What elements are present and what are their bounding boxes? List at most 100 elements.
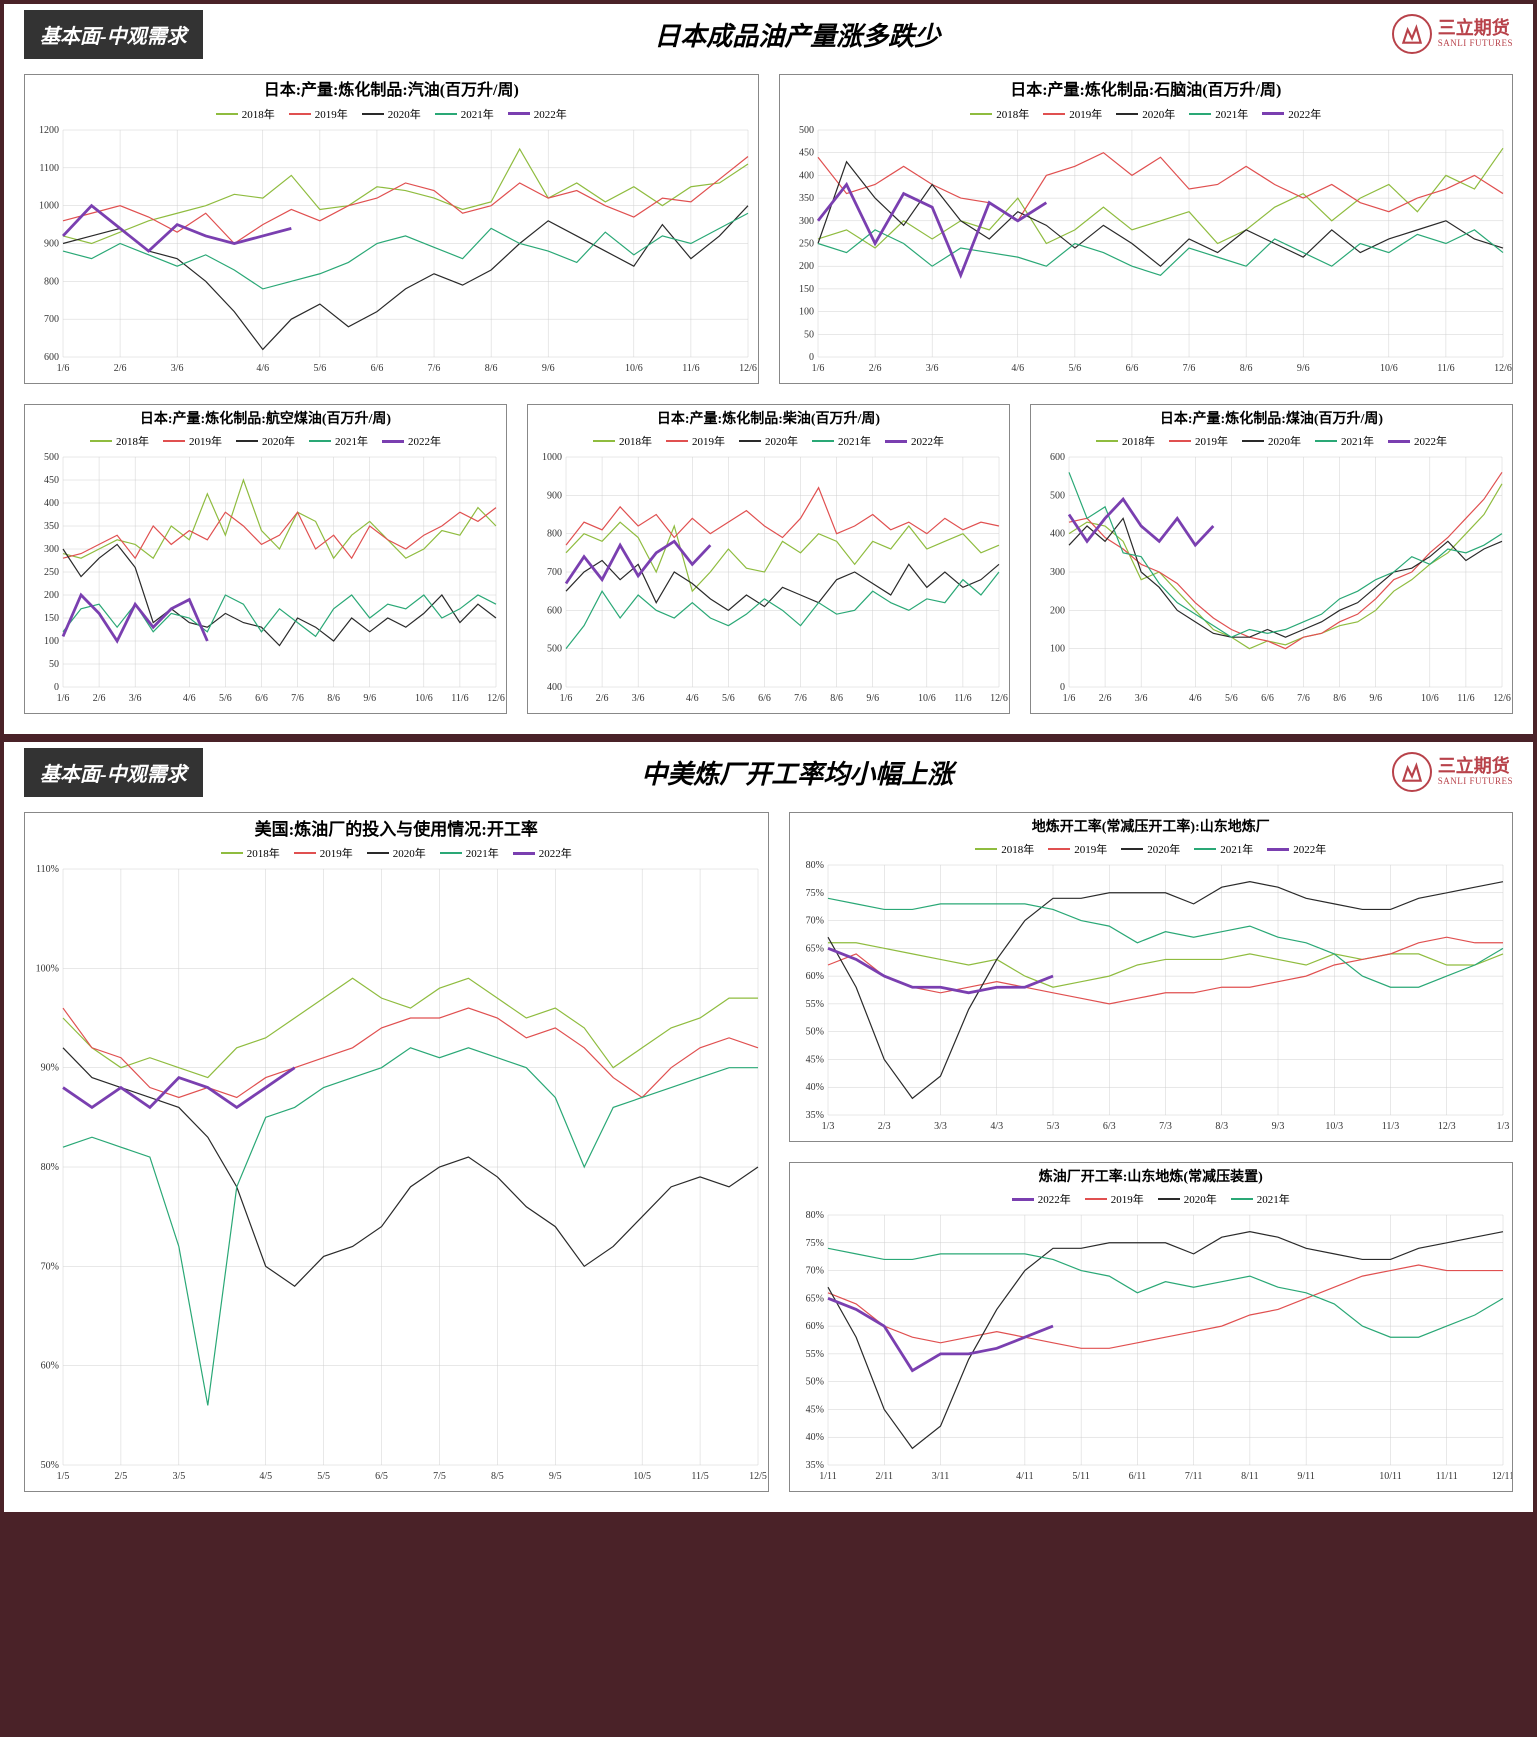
- plot-area: 40050060070080090010001/62/63/64/65/66/6…: [528, 451, 1009, 709]
- svg-text:3/6: 3/6: [171, 363, 184, 374]
- legend-item: 2021年: [309, 433, 368, 449]
- svg-text:10/6: 10/6: [1379, 363, 1397, 374]
- panel2-header: 基本面-中观需求 中美炼厂开工率均小幅上涨 三立期货 SANLI FUTURES: [4, 742, 1533, 802]
- series-2019: [818, 152, 1503, 220]
- legend-item: 2020年: [1242, 433, 1301, 449]
- svg-text:6/11: 6/11: [1128, 1471, 1145, 1482]
- plot-area: 50%60%70%80%90%100%110%1/52/53/54/55/56/…: [25, 863, 768, 1487]
- svg-text:12/11: 12/11: [1491, 1471, 1512, 1482]
- legend-item: 2018年: [975, 841, 1034, 857]
- svg-text:300: 300: [44, 544, 59, 555]
- plot-area: 35%40%45%50%55%60%65%70%75%80%1/112/113/…: [790, 1209, 1513, 1487]
- chart-legend: 2018年2019年2020年2021年2022年: [25, 843, 768, 863]
- svg-text:65%: 65%: [805, 944, 823, 955]
- svg-text:10/6: 10/6: [918, 693, 936, 704]
- svg-text:2/6: 2/6: [868, 363, 881, 374]
- svg-text:65%: 65%: [805, 1294, 823, 1305]
- svg-text:1000: 1000: [542, 452, 562, 463]
- chart-legend: 2018年2019年2020年2021年2022年: [1031, 431, 1512, 451]
- svg-text:500: 500: [44, 452, 59, 463]
- panel-refinery: 基本面-中观需求 中美炼厂开工率均小幅上涨 三立期货 SANLI FUTURES…: [0, 738, 1537, 1516]
- logo-en: SANLI FUTURES: [1438, 39, 1513, 49]
- svg-text:50%: 50%: [805, 1027, 823, 1038]
- svg-text:6/6: 6/6: [371, 363, 384, 374]
- svg-text:12/6: 12/6: [487, 693, 505, 704]
- chart-title: 日本:产量:炼化制品:煤油(百万升/周): [1031, 405, 1512, 431]
- svg-text:700: 700: [44, 314, 59, 325]
- series-2021: [818, 230, 1503, 275]
- chart-title: 日本:产量:炼化制品:柴油(百万升/周): [528, 405, 1009, 431]
- svg-text:2/6: 2/6: [114, 363, 127, 374]
- svg-text:500: 500: [799, 125, 814, 136]
- legend-item: 2018年: [90, 433, 149, 449]
- svg-text:2/11: 2/11: [875, 1471, 892, 1482]
- svg-text:500: 500: [1050, 491, 1065, 502]
- svg-text:1/3: 1/3: [1496, 1121, 1509, 1132]
- svg-text:350: 350: [799, 193, 814, 204]
- svg-text:6/6: 6/6: [1125, 363, 1138, 374]
- svg-text:6/6: 6/6: [255, 693, 268, 704]
- chart-legend: 2018年2019年2020年2021年2022年: [790, 839, 1513, 859]
- svg-text:12/3: 12/3: [1437, 1121, 1455, 1132]
- svg-text:10/6: 10/6: [625, 363, 643, 374]
- legend-item: 2021年: [1194, 841, 1253, 857]
- logo-cn: 三立期货: [1438, 19, 1513, 39]
- svg-text:4/6: 4/6: [1011, 363, 1024, 374]
- svg-text:5/6: 5/6: [1068, 363, 1081, 374]
- svg-text:10/6: 10/6: [1421, 693, 1439, 704]
- legend-item: 2018年: [593, 433, 652, 449]
- svg-text:100%: 100%: [36, 963, 59, 974]
- series-2021: [828, 1249, 1503, 1338]
- svg-text:7/11: 7/11: [1184, 1471, 1201, 1482]
- legend-item: 2019年: [666, 433, 725, 449]
- svg-text:5/6: 5/6: [1225, 693, 1238, 704]
- svg-text:100: 100: [44, 636, 59, 647]
- svg-text:8/6: 8/6: [485, 363, 498, 374]
- series-2021: [1069, 473, 1502, 638]
- legend-item: 2021年: [1315, 433, 1374, 449]
- svg-text:90%: 90%: [41, 1063, 59, 1074]
- svg-text:55%: 55%: [805, 999, 823, 1010]
- svg-text:11/3: 11/3: [1381, 1121, 1398, 1132]
- svg-text:3/11: 3/11: [931, 1471, 948, 1482]
- svg-text:45%: 45%: [805, 1405, 823, 1416]
- logo-icon: [1392, 752, 1432, 792]
- svg-text:1/5: 1/5: [57, 1471, 70, 1482]
- chart-legend: 2018年2019年2020年2021年2022年: [25, 104, 758, 124]
- svg-text:9/6: 9/6: [542, 363, 555, 374]
- legend-item: 2021年: [440, 845, 499, 861]
- plot-area: 0501001502002503003504004505001/62/63/64…: [25, 451, 506, 709]
- svg-text:35%: 35%: [805, 1110, 823, 1121]
- chart-us-refinery: 美国:炼油厂的投入与使用情况:开工率2018年2019年2020年2021年20…: [24, 812, 769, 1492]
- svg-text:8/6: 8/6: [1333, 693, 1346, 704]
- svg-text:10/3: 10/3: [1325, 1121, 1343, 1132]
- plot-area: 35%40%45%50%55%60%65%70%75%80%1/32/33/34…: [790, 859, 1513, 1137]
- svg-text:12/6: 12/6: [1494, 363, 1512, 374]
- svg-text:11/6: 11/6: [954, 693, 971, 704]
- svg-text:6/6: 6/6: [758, 693, 771, 704]
- svg-text:6/5: 6/5: [375, 1471, 388, 1482]
- legend-item: 2019年: [1043, 106, 1102, 122]
- plot-area: 01002003004005006001/62/63/64/65/66/67/6…: [1031, 451, 1512, 709]
- svg-text:1200: 1200: [39, 125, 59, 136]
- svg-text:2/6: 2/6: [1099, 693, 1112, 704]
- legend-item: 2018年: [1096, 433, 1155, 449]
- series-2021: [63, 213, 748, 289]
- svg-text:9/3: 9/3: [1271, 1121, 1284, 1132]
- chart-jetfuel: 日本:产量:炼化制品:航空煤油(百万升/周)2018年2019年2020年202…: [24, 404, 507, 714]
- svg-text:7/3: 7/3: [1159, 1121, 1172, 1132]
- svg-text:3/6: 3/6: [925, 363, 938, 374]
- svg-text:50%: 50%: [805, 1377, 823, 1388]
- svg-text:8/6: 8/6: [1239, 363, 1252, 374]
- svg-text:900: 900: [44, 238, 59, 249]
- panel1-tab: 基本面-中观需求: [24, 10, 203, 59]
- svg-text:300: 300: [799, 216, 814, 227]
- svg-text:400: 400: [1050, 529, 1065, 540]
- svg-text:5/6: 5/6: [219, 693, 232, 704]
- legend-item: 2019年: [1048, 841, 1107, 857]
- svg-text:5/3: 5/3: [1046, 1121, 1059, 1132]
- svg-text:1/6: 1/6: [57, 363, 70, 374]
- plot-area: 0501001502002503003504004505001/62/63/64…: [780, 124, 1513, 379]
- svg-text:1/11: 1/11: [819, 1471, 836, 1482]
- svg-text:10/11: 10/11: [1379, 1471, 1401, 1482]
